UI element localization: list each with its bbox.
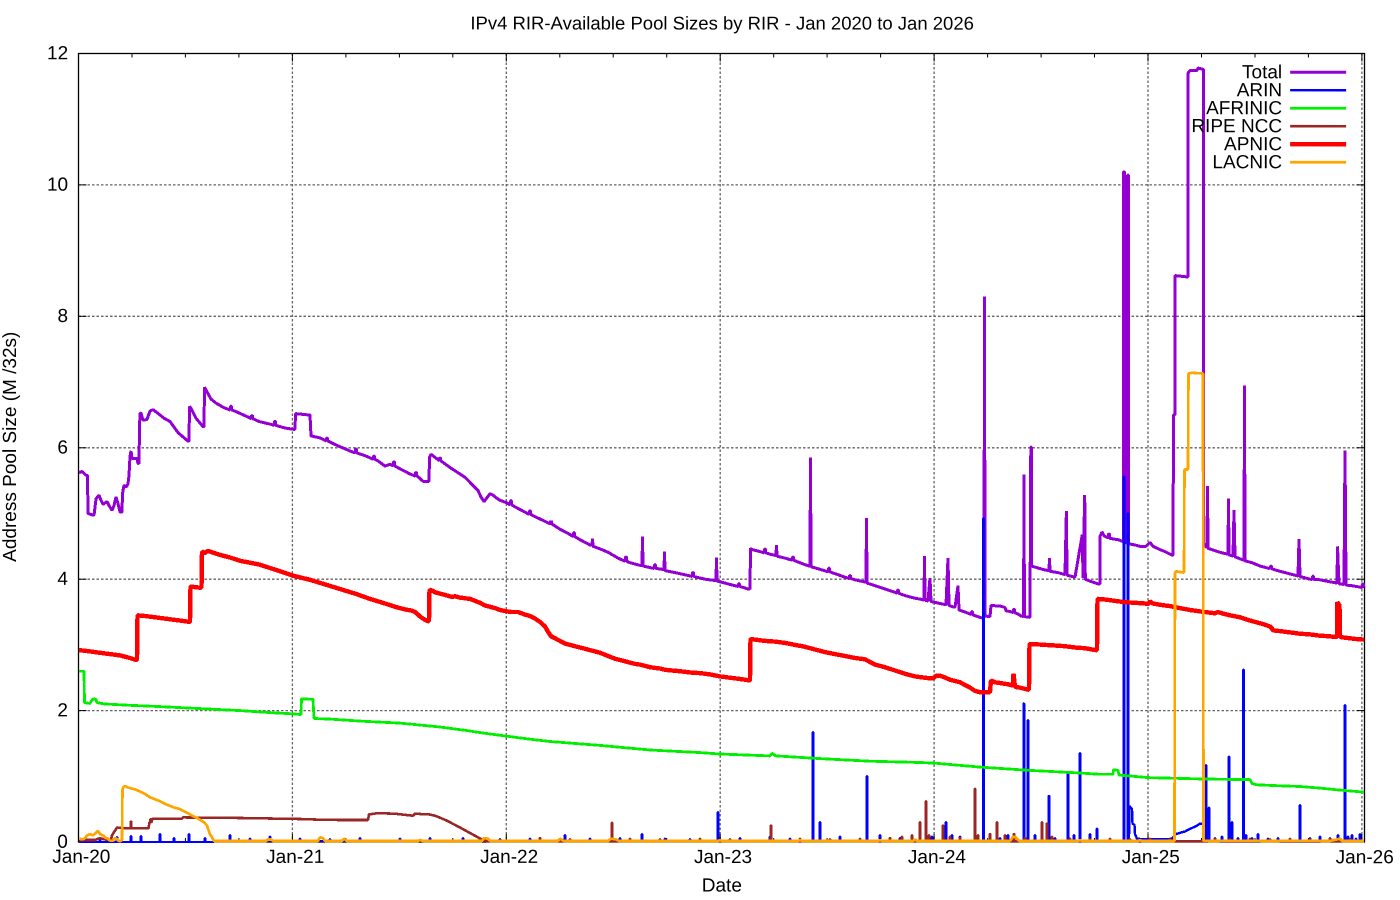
svg-text:Date: Date bbox=[702, 875, 742, 896]
svg-text:Jan-24: Jan-24 bbox=[908, 847, 967, 868]
svg-text:Jan-20: Jan-20 bbox=[52, 847, 110, 868]
svg-text:Jan-21: Jan-21 bbox=[266, 847, 324, 868]
svg-text:8: 8 bbox=[57, 306, 68, 327]
svg-text:Jan-23: Jan-23 bbox=[694, 847, 752, 868]
svg-text:AFRINIC: AFRINIC bbox=[1206, 98, 1282, 119]
svg-text:LACNIC: LACNIC bbox=[1212, 152, 1282, 173]
svg-text:ARIN: ARIN bbox=[1237, 80, 1282, 101]
svg-text:IPv4 RIR-Available Pool Sizes: IPv4 RIR-Available Pool Sizes by RIR - J… bbox=[470, 12, 974, 33]
svg-text:2: 2 bbox=[57, 700, 68, 721]
svg-text:Jan-25: Jan-25 bbox=[1122, 847, 1180, 868]
svg-text:Total: Total bbox=[1242, 62, 1282, 83]
svg-text:6: 6 bbox=[57, 438, 68, 459]
svg-text:12: 12 bbox=[47, 43, 68, 64]
svg-text:10: 10 bbox=[47, 175, 68, 196]
svg-text:Jan-26: Jan-26 bbox=[1336, 847, 1394, 868]
svg-text:APNIC: APNIC bbox=[1224, 134, 1282, 155]
svg-text:4: 4 bbox=[57, 569, 68, 590]
svg-text:RIPE NCC: RIPE NCC bbox=[1191, 116, 1282, 137]
svg-text:0: 0 bbox=[57, 832, 68, 853]
svg-text:Address Pool Size (M /32s): Address Pool Size (M /32s) bbox=[0, 332, 21, 562]
svg-text:Jan-22: Jan-22 bbox=[480, 847, 538, 868]
